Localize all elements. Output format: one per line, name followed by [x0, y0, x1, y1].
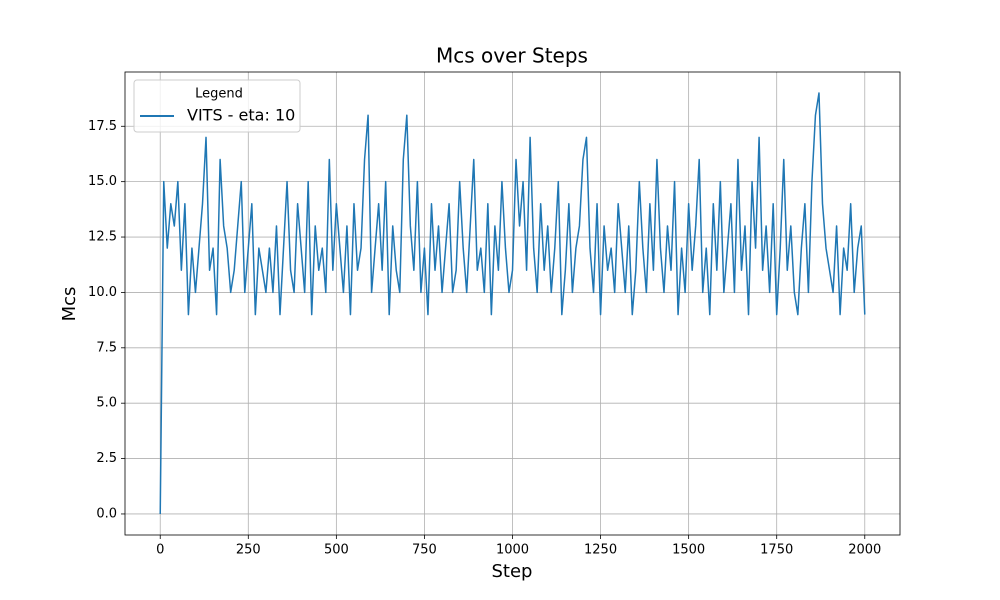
y-tick-label: 5.0: [96, 396, 117, 411]
legend-label: VITS - eta: 10: [187, 106, 295, 125]
x-tick-label: 250: [236, 543, 261, 558]
x-tick-label: 0: [156, 543, 164, 558]
chart-title: Mcs over Steps: [436, 44, 588, 68]
data-line: [159, 92, 866, 514]
x-tick-label: 500: [324, 543, 349, 558]
x-tick-label: 1500: [672, 543, 705, 558]
y-tick-label: 7.5: [96, 340, 117, 355]
plot-frame: [124, 71, 901, 536]
y-tick-label: 0.0: [96, 506, 117, 521]
x-tick-label: 1750: [760, 543, 793, 558]
x-tick-label: 750: [412, 543, 437, 558]
legend-box: [133, 79, 301, 133]
x-tick-label: 2000: [848, 543, 881, 558]
y-tick-label: 2.5: [96, 451, 117, 466]
y-tick-label: 15.0: [88, 174, 117, 189]
x-tick-label: 1000: [496, 543, 529, 558]
y-tick-label: 10.0: [88, 285, 117, 300]
legend-title: Legend: [195, 87, 243, 102]
y-tick-label: 17.5: [88, 119, 117, 134]
y-axis-label: Mcs: [59, 287, 80, 322]
y-tick-label: 12.5: [88, 230, 117, 245]
x-axis-label: Step: [492, 561, 533, 582]
x-tick-label: 1250: [584, 543, 617, 558]
